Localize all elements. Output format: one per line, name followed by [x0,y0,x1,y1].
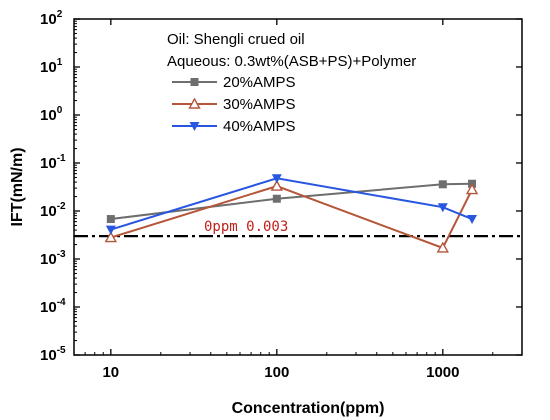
legend-item: 40%AMPS [172,118,296,135]
data-point-40%AMPS [437,203,448,213]
y-tick-label: 102 [40,9,63,28]
data-point-20%AMPS [106,215,115,224]
legend-label: 20%AMPS [223,74,296,91]
reference-line-label: 0ppm 0.003 [204,219,288,235]
data-point-40%AMPS [105,225,116,235]
y-tick-label: 10-5 [40,345,66,364]
series-line-30%AMPS [110,185,473,250]
series-line-20%AMPS [110,182,473,221]
y-axis-title: IFT(mN/m) [9,147,26,226]
data-point-30%AMPS [270,179,284,191]
legend-marker [188,97,201,109]
y-tick-label: 10-3 [40,249,66,268]
x-tick-labels: 10 100 1000 [102,364,459,381]
data-point-40%AMPS [271,174,282,184]
x-axis-title: Concentration(ppm) [232,400,385,417]
annotation-oil: Oil: Shengli crued oil [167,31,305,48]
data-point-30%AMPS [465,183,479,195]
x-tick-label: 100 [264,364,289,381]
series-line-40%AMPS [110,177,473,231]
data-point-30%AMPS [104,231,118,243]
plot-frame [73,18,523,356]
legend-label: 30%AMPS [223,96,296,113]
data-point-30%AMPS [436,241,449,253]
legend-item: 20%AMPS [172,74,296,91]
y-tick-label: 10-1 [40,153,66,172]
y-tick-labels: 10-5 10-4 10-3 10-2 10-1 100 101 102 [40,9,66,364]
legend-marker [189,122,200,131]
y-tick-label: 10-2 [40,201,66,220]
legend-item: 30%AMPS [172,96,296,113]
y-tick-label: 101 [40,57,63,76]
x-tick-label: 10 [102,364,119,381]
data-point-20%AMPS [438,180,447,189]
x-tick-label: 1000 [426,364,459,381]
series-40%AMPS [105,174,478,235]
data-point-40%AMPS [467,215,478,225]
series-30%AMPS [104,179,479,253]
legend-marker [190,78,199,86]
y-tick-label: 10-4 [40,297,66,316]
series-20%AMPS [106,179,477,224]
annotation-aqueous: Aqueous: 0.3wt%(ASB+PS)+Polymer [167,53,416,70]
data-point-20%AMPS [272,194,281,203]
y-tick-label: 100 [40,105,63,124]
legend-label: 40%AMPS [223,118,296,135]
